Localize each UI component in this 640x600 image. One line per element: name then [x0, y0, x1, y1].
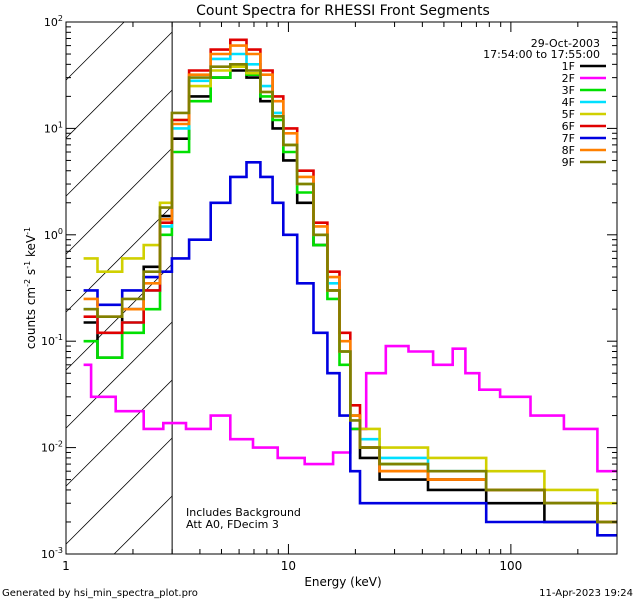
- chart-title: Count Spectra for RHESSI Front Segments: [196, 3, 490, 19]
- y-tick-label: 10-1: [41, 333, 63, 348]
- series-9F-line: [83, 63, 617, 524]
- annotation-background: Includes Background: [186, 506, 301, 519]
- hatch-line: [113, 495, 173, 555]
- generated-by-label: Generated by hsi_min_spectra_plot.pro: [2, 588, 198, 599]
- legend-label-6F: 6F: [562, 120, 575, 133]
- hatch-line: [65, 205, 173, 313]
- excluded-energy-hatch: [65, 21, 173, 555]
- hatch-line: [65, 147, 173, 255]
- legend-label-3F: 3F: [562, 84, 575, 97]
- x-tick-label: 10: [281, 559, 296, 573]
- observation-date: 29-Oct-2003: [531, 37, 600, 50]
- legend-label-8F: 8F: [562, 144, 575, 157]
- legend-label-7F: 7F: [562, 132, 575, 145]
- y-tick-label: 102: [44, 14, 63, 29]
- hatch-line: [65, 379, 173, 487]
- plot-frame: [65, 21, 618, 555]
- observation-time-range: 17:54:00 to 17:55:00: [483, 48, 600, 61]
- x-tick-label: 1: [62, 559, 70, 573]
- hatch-line: [65, 21, 125, 81]
- hatch-line: [65, 31, 173, 139]
- y-axis-label: counts cm-2 s-1 keV-1: [23, 227, 38, 349]
- legend-label-5F: 5F: [562, 108, 575, 121]
- y-tick-label: 10-2: [41, 440, 63, 455]
- hatch-line: [65, 321, 173, 429]
- y-tick-label: 101: [44, 120, 63, 135]
- hatch-line: [65, 89, 173, 197]
- y-tick-label: 10-3: [41, 546, 63, 561]
- legend-label-2F: 2F: [562, 72, 575, 85]
- render-timestamp: 11-Apr-2023 19:24: [539, 588, 633, 599]
- annotation-attenuator: Att A0, FDecim 3: [186, 518, 279, 531]
- y-tick-label: 100: [44, 227, 63, 242]
- legend-label-1F: 1F: [562, 60, 575, 73]
- legend-label-4F: 4F: [562, 96, 575, 109]
- x-axis-label: Energy (keV): [304, 575, 381, 589]
- x-tick-label: 100: [499, 559, 522, 573]
- hatch-line: [65, 437, 173, 545]
- legend-label-9F: 9F: [562, 156, 575, 169]
